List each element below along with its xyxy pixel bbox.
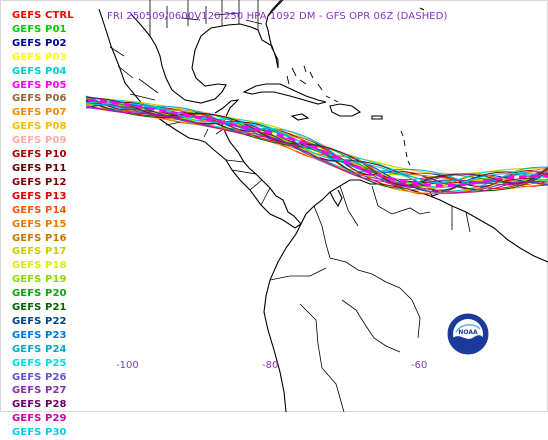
legend-item-gefs-p10: GEFS P10 <box>12 149 67 161</box>
gfs-operational-track <box>87 98 548 188</box>
legend-item-gefs-p17: GEFS P17 <box>12 246 67 258</box>
track-gefs-p27 <box>85 98 548 188</box>
gulf-coast <box>130 0 282 104</box>
legend-item-gefs-p24: GEFS P24 <box>12 343 67 355</box>
legend-item-gefs-p26: GEFS P26 <box>12 371 67 383</box>
pacific-south-coast <box>263 223 302 412</box>
lake-maracaibo <box>329 189 343 208</box>
atlantic-coast <box>267 0 284 17</box>
legend-item-gefs-p20: GEFS P20 <box>12 288 67 300</box>
legend-item-gefs-p19: GEFS P19 <box>12 274 67 286</box>
legend-item-gefs-p02: GEFS P02 <box>12 37 67 49</box>
legend-item-gefs-p28: GEFS P28 <box>12 399 67 411</box>
puerto-rico <box>371 115 383 120</box>
map-canvas <box>85 0 548 412</box>
legend-item-gefs-p07: GEFS P07 <box>12 107 67 119</box>
bermuda <box>419 7 425 11</box>
legend-item-gefs-p18: GEFS P18 <box>12 260 67 272</box>
lon-tick-100: -100 <box>116 360 139 371</box>
legend-item-gefs-p22: GEFS P22 <box>12 315 67 327</box>
legend-item-gefs-p12: GEFS P12 <box>12 176 67 188</box>
track-gefs-p21 <box>85 99 548 192</box>
south-america-coast <box>300 179 548 263</box>
track-gefs-p28 <box>85 96 548 187</box>
cuba <box>242 83 327 105</box>
track-gefs-p29 <box>85 105 548 194</box>
chart-title: FRI 250509/0600V120 250 HPA 1092 DM - GF… <box>107 11 448 22</box>
legend-item-gefs-p29: GEFS P29 <box>12 413 67 425</box>
bahamas <box>286 65 411 166</box>
legend-item-gefs-p11: GEFS P11 <box>12 162 67 174</box>
legend-item-gefs-p14: GEFS P14 <box>12 204 67 216</box>
noaa-logo-text: NOAA <box>458 329 478 336</box>
legend-item-gefs-p13: GEFS P13 <box>12 190 67 202</box>
lon-tick-80: -80 <box>262 360 279 371</box>
legend-item-gefs-p04: GEFS P04 <box>12 65 67 77</box>
legend-item-gefs-p27: GEFS P27 <box>12 385 67 397</box>
ensemble-tracks <box>85 95 548 195</box>
legend-item-gefs-p25: GEFS P25 <box>12 357 67 369</box>
lon-tick-60: -60 <box>411 360 428 371</box>
legend-item-gefs-ctrl: GEFS CTRL <box>12 10 74 21</box>
legend-item-gefs-p03: GEFS P03 <box>12 51 67 63</box>
legend-item-gefs-p08: GEFS P08 <box>12 121 67 133</box>
legend-item-gefs-p23: GEFS P23 <box>12 329 67 341</box>
south-america-borders <box>269 185 471 412</box>
legend-item-gefs-p01: GEFS P01 <box>12 23 67 35</box>
jamaica <box>290 113 310 121</box>
track-gefs-p20 <box>85 96 548 186</box>
noaa-logo: NOAA <box>446 312 490 356</box>
legend-item-gefs-p21: GEFS P21 <box>12 302 67 314</box>
legend-item-gefs-p30: GEFS P30 <box>12 427 67 439</box>
legend-item-gefs-p15: GEFS P15 <box>12 218 67 230</box>
legend-item-gefs-p05: GEFS P05 <box>12 79 67 91</box>
track-gefs-p05 <box>85 97 548 185</box>
legend-item-gefs-p16: GEFS P16 <box>12 232 67 244</box>
track-gefs-p16 <box>85 98 548 183</box>
central-america-borders <box>225 159 271 206</box>
hispaniola <box>329 103 362 117</box>
state-borders <box>149 0 263 36</box>
legend-item-gefs-p06: GEFS P06 <box>12 93 67 105</box>
ensemble-legend: GEFS CTRL GEFS P01 GEFS P02 GEFS P03 GEFS P0… <box>12 9 92 440</box>
legend-item-gefs-p09: GEFS P09 <box>12 135 67 147</box>
